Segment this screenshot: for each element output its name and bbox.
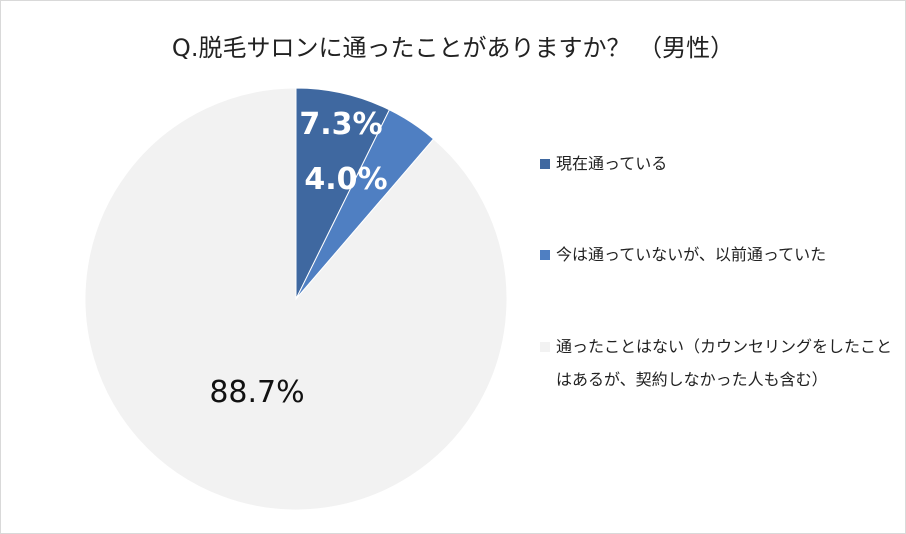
legend-label-never: 通ったことはない（カウンセリングをしたことはあるが、契約しなかった人も含む） — [556, 337, 893, 389]
legend-label-current: 現在通っている — [556, 154, 668, 173]
legend-swatch-previous — [540, 250, 550, 260]
data-label-never: 88.7% — [209, 375, 304, 410]
data-label-current: 7.3% — [299, 107, 382, 142]
legend-swatch-current — [540, 159, 550, 169]
legend-swatch-never — [540, 342, 550, 352]
slice-never — [84, 87, 508, 511]
legend-label-previous: 今は通っていないが、以前通っていた — [556, 245, 827, 264]
chart-title: Q.脱毛サロンに通ったことがありますか？ （男性） — [171, 34, 735, 62]
data-label-previous: 4.0% — [304, 162, 387, 197]
